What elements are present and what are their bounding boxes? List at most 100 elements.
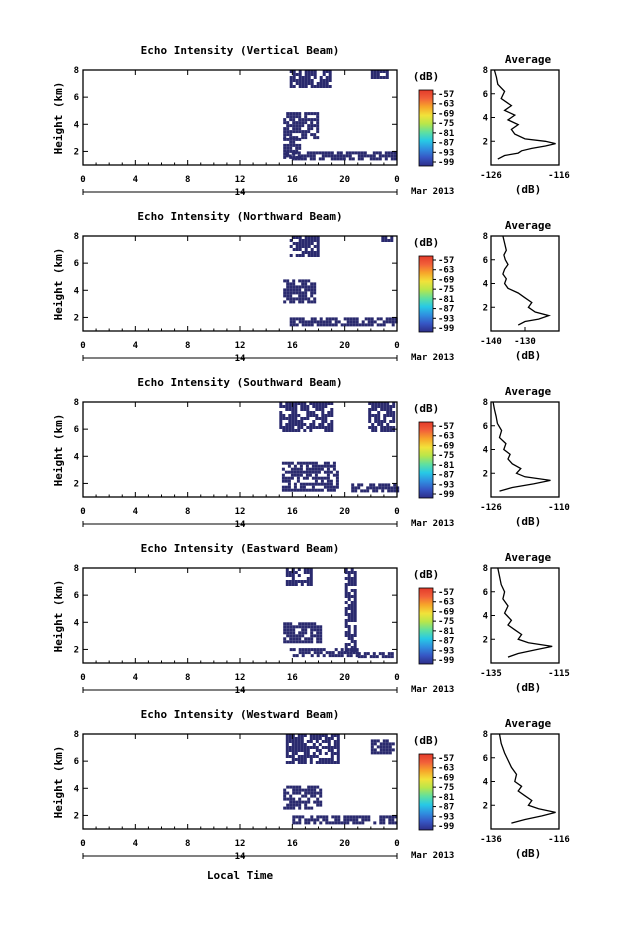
- echo-cell: [318, 417, 322, 420]
- echo-cell: [304, 297, 308, 301]
- echo-cell: [292, 640, 296, 644]
- echo-cell: [317, 482, 321, 486]
- echo-cell: [370, 323, 374, 327]
- colorbar-tick-label: -81: [438, 129, 454, 139]
- echo-cell: [301, 634, 305, 638]
- echo-cell: [288, 405, 292, 408]
- echo-cell: [316, 640, 320, 644]
- echo-cell: [393, 489, 397, 493]
- echo-cell: [390, 151, 394, 155]
- profile-title: Average: [505, 219, 552, 232]
- echo-cell: [304, 73, 308, 76]
- echo-cell: [289, 785, 293, 789]
- echo-cell: [394, 821, 398, 825]
- echo-cell: [304, 320, 308, 324]
- echo-cell: [349, 654, 353, 658]
- echo-cell: [329, 479, 333, 483]
- echo-cell: [353, 574, 357, 577]
- echo-cell: [292, 136, 296, 140]
- echo-cell: [287, 488, 291, 492]
- echo-cell: [383, 402, 387, 405]
- echo-cell: [310, 622, 314, 626]
- colorbar-tick-label: -75: [438, 285, 454, 295]
- echo-cell: [292, 300, 296, 304]
- echo-cell: [292, 818, 296, 822]
- colorbar-tick-label: -87: [438, 139, 454, 149]
- echo-cell: [322, 323, 326, 327]
- profile-y-tick-label: 8: [483, 232, 488, 242]
- echo-cell: [303, 755, 307, 758]
- echo-cell: [352, 821, 356, 825]
- y-tick-label: 6: [74, 259, 79, 269]
- echo-cell: [283, 149, 287, 153]
- x-tick-label: 4: [133, 673, 139, 683]
- echo-cell: [315, 426, 319, 429]
- echo-cell: [307, 251, 311, 254]
- echo-cell: [321, 154, 325, 158]
- echo-cell: [304, 788, 308, 792]
- echo-cell: [283, 155, 287, 159]
- echo-cell: [304, 130, 308, 134]
- echo-cell: [323, 464, 327, 468]
- colorbar-tick-label: -69: [438, 773, 454, 783]
- echo-cell: [295, 317, 299, 321]
- echo-cell: [381, 483, 385, 487]
- echo-cell: [353, 613, 357, 616]
- echo-cell: [286, 112, 290, 116]
- echo-cell: [312, 423, 316, 426]
- echo-cell: [317, 470, 321, 474]
- echo-cell: [353, 589, 357, 592]
- echo-cell: [347, 595, 351, 598]
- x-tick-label: 8: [185, 507, 190, 517]
- echo-cell: [350, 580, 354, 583]
- echo-cell: [288, 426, 292, 429]
- echo-cell: [286, 631, 290, 635]
- colorbar-tick-label: -57: [438, 754, 454, 764]
- echo-cell: [291, 746, 295, 749]
- echo-cell: [301, 294, 305, 298]
- echo-cell: [351, 483, 355, 487]
- echo-cell: [320, 479, 324, 483]
- echo-cell: [286, 143, 290, 147]
- profile-x-tick-label: -130: [514, 337, 536, 347]
- panel-3: Echo Intensity (Southward Beam)Height (k…: [52, 376, 570, 530]
- y-tick-label: 6: [74, 757, 79, 767]
- echo-cell: [321, 151, 325, 155]
- echo-cell: [310, 785, 314, 789]
- echo-cell: [282, 429, 286, 432]
- echo-cell: [309, 151, 313, 155]
- echo-cell: [316, 815, 320, 819]
- echo-cell: [283, 788, 287, 792]
- echo-cell: [390, 157, 394, 161]
- echo-cell: [310, 818, 314, 822]
- echo-cell: [285, 583, 289, 586]
- echo-cell: [336, 151, 340, 155]
- echo-cell: [285, 574, 289, 577]
- echo-cell: [385, 70, 389, 73]
- echo-cell: [294, 402, 298, 405]
- echo-cell: [291, 574, 295, 577]
- echo-cell: [290, 470, 294, 474]
- echo-cell: [302, 485, 306, 489]
- echo-cell: [323, 461, 327, 465]
- echo-cell: [326, 479, 330, 483]
- echo-cell: [304, 248, 308, 251]
- echo-cell: [279, 411, 283, 414]
- echo-cell: [286, 625, 290, 629]
- echo-cell: [357, 652, 361, 656]
- echo-cell: [387, 652, 391, 656]
- profile-y-tick-label: 6: [483, 90, 488, 100]
- echo-cell: [330, 157, 334, 161]
- echo-cell: [289, 115, 293, 119]
- echo-cell: [310, 82, 314, 85]
- echo-cell: [368, 411, 372, 414]
- echo-cell: [291, 743, 295, 746]
- echo-cell: [298, 79, 302, 82]
- echo-cell: [324, 414, 328, 417]
- echo-cell: [343, 818, 347, 822]
- profile-y-tick-label: 6: [483, 422, 488, 432]
- echo-cell: [292, 143, 296, 147]
- echo-cell: [321, 417, 325, 420]
- echo-cell: [286, 785, 290, 789]
- echo-cell: [350, 604, 354, 607]
